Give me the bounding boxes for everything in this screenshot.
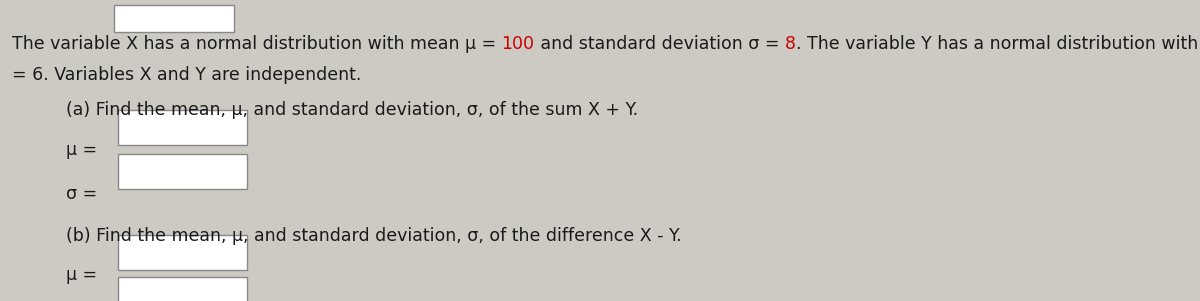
Text: 8: 8 — [785, 35, 796, 53]
Text: The variable X has a normal distribution with mean μ =: The variable X has a normal distribution… — [12, 35, 502, 53]
FancyBboxPatch shape — [114, 5, 234, 32]
Text: μ =: μ = — [66, 141, 97, 160]
FancyBboxPatch shape — [118, 110, 247, 145]
Text: μ =: μ = — [66, 266, 97, 284]
Text: (b) Find the mean, μ, and standard deviation, σ, of the difference X - Y.: (b) Find the mean, μ, and standard devia… — [66, 227, 682, 245]
FancyBboxPatch shape — [118, 278, 247, 301]
Text: . The variable Y has a normal distribution with mean μ =: . The variable Y has a normal distributi… — [796, 35, 1200, 53]
Text: σ =: σ = — [66, 185, 97, 203]
Text: = 6. Variables X and Y are independent.: = 6. Variables X and Y are independent. — [12, 66, 361, 84]
Text: and standard deviation σ =: and standard deviation σ = — [535, 35, 785, 53]
FancyBboxPatch shape — [118, 235, 247, 270]
Text: (a) Find the mean, μ, and standard deviation, σ, of the sum X + Y.: (a) Find the mean, μ, and standard devia… — [66, 101, 638, 119]
FancyBboxPatch shape — [118, 154, 247, 188]
Text: 100: 100 — [502, 35, 535, 53]
